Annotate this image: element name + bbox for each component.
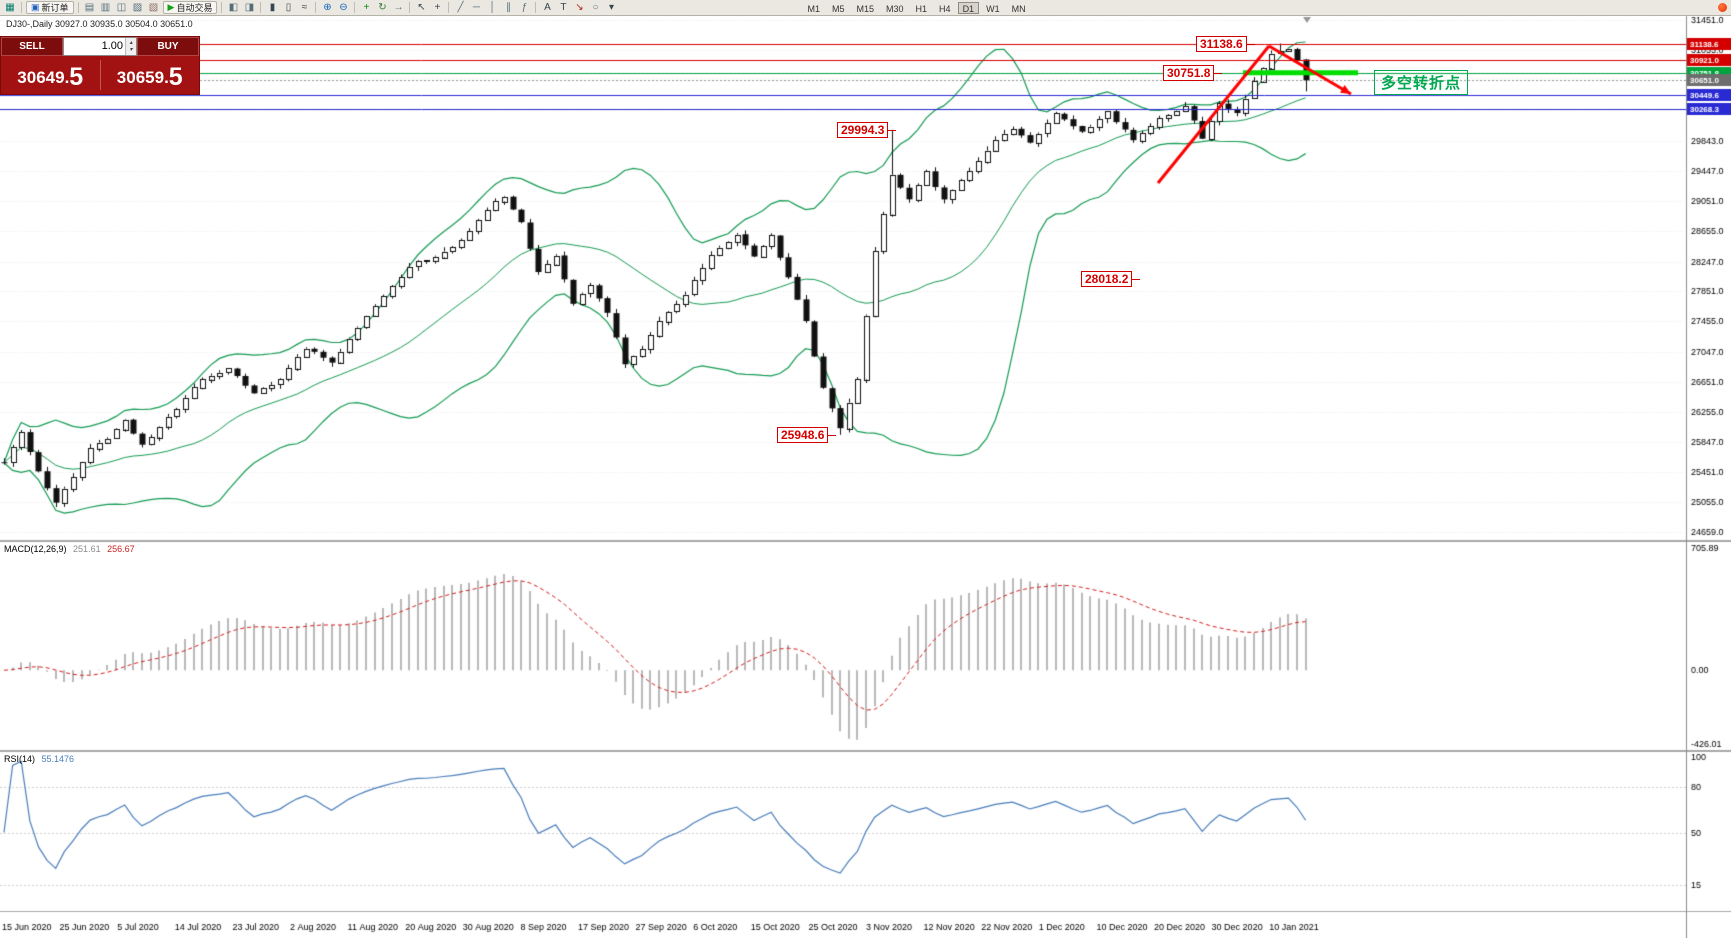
dropdown-icon[interactable]: ▾: [608, 2, 614, 13]
macd-main-value: 251.61: [73, 544, 101, 554]
auto-scroll-icon[interactable]: ↻: [378, 2, 387, 13]
bar-chart-type-icon[interactable]: ▮: [269, 2, 276, 13]
turning-point-note[interactable]: 多空转折点: [1374, 70, 1469, 95]
new-order-icon: ▣: [31, 2, 40, 12]
data-window-icon[interactable]: ▥: [100, 2, 111, 13]
symbol-ohlc-label: DJ30-,Daily 30927.0 30935.0 30504.0 3065…: [6, 19, 193, 29]
toolbar-separator: [354, 2, 356, 13]
arrow-tool-icon[interactable]: ↘: [575, 2, 584, 13]
macd-signal-value: 256.67: [107, 544, 135, 554]
price-annotation[interactable]: 28018.2: [1081, 271, 1141, 287]
add-indicator-icon[interactable]: +: [363, 2, 370, 13]
toolbar-separator: [315, 2, 317, 13]
sell-button[interactable]: SELL: [1, 37, 63, 56]
channel-icon[interactable]: ∥: [505, 2, 511, 13]
lot-spinner[interactable]: ▴ ▾: [125, 38, 136, 55]
vertical-line-icon[interactable]: │: [489, 2, 496, 13]
notification-icon[interactable]: [1718, 3, 1727, 12]
price-annotation[interactable]: 29994.3: [837, 122, 897, 138]
tile-windows-icon[interactable]: ◨: [244, 2, 255, 13]
lot-size-field[interactable]: 1.00 ▴ ▾: [63, 37, 137, 56]
macd-indicator-label: MACD(12,26,9) 251.61 256.67: [4, 544, 135, 554]
timeframe-m30[interactable]: M30: [886, 3, 904, 14]
buy-price-main: 30659.: [116, 67, 169, 87]
line-chart-type-icon[interactable]: ≈: [301, 2, 308, 13]
sell-price-pip: 5: [69, 62, 84, 91]
buy-price[interactable]: 30659.5: [101, 61, 200, 91]
macd-name: MACD(12,26,9): [4, 544, 67, 554]
market-watch-icon[interactable]: ▤: [84, 2, 95, 13]
auto-trading-icon: ▶: [167, 2, 175, 12]
strategy-tester-icon[interactable]: ▧: [148, 2, 159, 13]
rsi-indicator-label: RSI(14) 55.1476: [4, 754, 74, 764]
price-annotation[interactable]: 25948.6: [777, 427, 837, 443]
toolbar-separator: [535, 2, 537, 13]
toolbar-separator: [221, 2, 223, 13]
price-divider: [99, 60, 101, 90]
fibonacci-icon[interactable]: ƒ: [521, 2, 528, 13]
auto-trading-button-label: 自动交易: [176, 3, 213, 13]
price-annotation[interactable]: 31138.6: [1196, 36, 1255, 52]
one-click-trading-panel: SELL 1.00 ▴ ▾ BUY 30649.5 30659.5: [0, 36, 200, 95]
label-tool-icon[interactable]: T: [560, 2, 567, 13]
new-order-button-label: 新订单: [41, 3, 69, 13]
lot-size-value[interactable]: 1.00: [101, 40, 123, 52]
horizontal-line-icon[interactable]: ─: [472, 2, 481, 13]
lot-decrease-icon[interactable]: ▾: [129, 46, 133, 53]
timeframe-m15[interactable]: M15: [856, 3, 875, 14]
lot-increase-icon[interactable]: ▴: [129, 39, 133, 46]
navigator-icon[interactable]: ◫: [116, 2, 127, 13]
toolbar-separator: [260, 2, 262, 13]
toolbar: ▦ ▣ 新订单 ▤ ▥ ◫ ▨ ▧ ▶ 自动交易 ◧ ◨ ▮ ▯ ≈ ⊕ ⊖ + ↻ → ↖ + ╱ ─ │ ∥ ƒ A T ↘ ○ ▾ M1 M…: [0, 0, 1731, 16]
text-tool-icon[interactable]: A: [544, 2, 551, 13]
new-chart-icon[interactable]: ▦: [5, 2, 15, 13]
shapes-tool-icon[interactable]: ○: [592, 2, 599, 13]
sell-price[interactable]: 30649.5: [1, 61, 100, 91]
timeframe-m5[interactable]: M5: [831, 3, 845, 14]
sell-price-main: 30649.: [17, 67, 70, 87]
toolbar-separator: [21, 2, 22, 13]
terminal-icon[interactable]: ▨: [132, 2, 143, 13]
rsi-name: RSI(14): [4, 754, 36, 764]
toolbar-separator: [409, 2, 411, 13]
auto-trading-button[interactable]: ▶ 自动交易: [162, 1, 218, 14]
zoom-in-icon[interactable]: ⊕: [323, 2, 332, 13]
timeframe-w1[interactable]: W1: [986, 3, 1000, 14]
trendline-icon[interactable]: ╱: [457, 2, 464, 13]
new-order-button[interactable]: ▣ 新订单: [26, 1, 74, 14]
cascade-windows-icon[interactable]: ◧: [228, 2, 239, 13]
timeframe-m1[interactable]: M1: [807, 3, 820, 14]
timeframe-d1[interactable]: D1: [957, 1, 980, 14]
cursor-icon[interactable]: ↖: [417, 2, 426, 13]
buy-button[interactable]: BUY: [137, 37, 199, 56]
price-annotation[interactable]: 30751.8: [1163, 65, 1223, 81]
chart-shift-icon[interactable]: →: [393, 2, 404, 13]
rsi-value: 55.1476: [41, 754, 75, 764]
candlestick-type-icon[interactable]: ▯: [285, 2, 292, 13]
zoom-out-icon[interactable]: ⊖: [339, 2, 348, 13]
timeframe-h1[interactable]: H1: [915, 3, 928, 14]
timeframe-mn[interactable]: MN: [1011, 3, 1026, 14]
crosshair-icon[interactable]: +: [434, 2, 441, 13]
toolbar-separator: [448, 2, 450, 13]
toolbar-separator: [77, 2, 79, 13]
timeframe-h4[interactable]: H4: [939, 3, 951, 14]
buy-price-pip: 5: [168, 62, 183, 91]
